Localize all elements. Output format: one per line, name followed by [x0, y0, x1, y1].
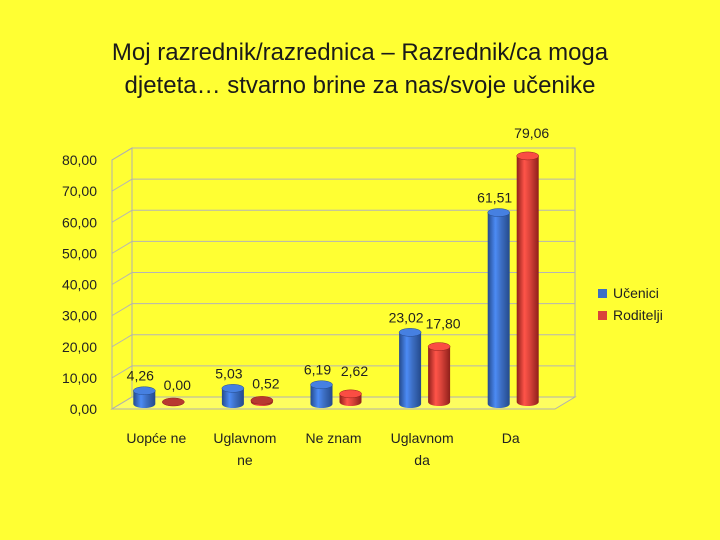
bar-top-roditelji [339, 389, 362, 399]
legend-label-roditelji: Roditelji [613, 307, 663, 323]
data-label: 61,51 [477, 190, 512, 206]
bar-top-roditelji [427, 342, 451, 351]
legend-swatch-ucenici [598, 288, 607, 298]
data-label: 17,80 [426, 316, 461, 332]
bar-ucenici [487, 212, 510, 408]
data-label: 5,03 [215, 365, 242, 381]
x-category-label: Ne znam [305, 430, 361, 446]
title-line-2: djeteta… stvarno brine za nas/svoje učen… [124, 72, 596, 99]
y-tick-label: 70,00 [62, 183, 97, 199]
legend-item-roditelji: Roditelji [598, 304, 663, 326]
bar-top-roditelji [162, 397, 185, 407]
y-tick-label: 40,00 [62, 277, 97, 293]
bar-top-ucenici [398, 328, 422, 337]
x-category-label: Da [502, 430, 520, 446]
bar-top-ucenici [310, 380, 333, 389]
gridline [111, 147, 575, 161]
chart-legend: Učenici Roditelji [598, 282, 663, 326]
data-label: 6,19 [304, 362, 331, 378]
x-category-label: Uglavnom [213, 430, 276, 446]
bar-top-roditelji [516, 151, 539, 161]
data-label: 0,52 [252, 375, 279, 391]
y-tick-label: 20,00 [62, 339, 97, 355]
x-category-label: Uopće ne [126, 430, 186, 446]
y-tick-label: 0,00 [70, 401, 97, 417]
legend-swatch-roditelji [598, 310, 607, 320]
x-category-label: Uglavnom [391, 430, 454, 446]
y-tick-label: 50,00 [62, 245, 97, 261]
legend-label-ucenici: Učenici [613, 285, 659, 301]
x-category-label: ne [237, 452, 253, 468]
data-label: 23,02 [389, 309, 424, 325]
data-label: 79,06 [514, 125, 549, 141]
slide-title: Moj razrednik/razrednica – Razrednik/ca … [0, 36, 720, 102]
title-line-1: Moj razrednik/razrednica – Razrednik/ca … [111, 39, 609, 66]
data-label: 0,00 [164, 377, 191, 393]
x-category-label: da [414, 452, 430, 468]
bar-ucenici [399, 332, 422, 408]
bar-top-ucenici [133, 386, 156, 395]
bar-top-ucenici [487, 208, 510, 217]
y-tick-label: 10,00 [62, 370, 97, 386]
y-tick-label: 30,00 [62, 308, 97, 324]
bar-top-ucenici [221, 384, 245, 393]
y-tick-label: 80,00 [62, 152, 97, 168]
y-tick-label: 60,00 [62, 214, 97, 230]
data-label: 2,62 [341, 363, 368, 379]
bar-top-roditelji [250, 396, 274, 405]
bar-roditelji [428, 346, 451, 406]
bar-ucenici [133, 390, 156, 408]
legend-item-ucenici: Učenici [598, 282, 663, 304]
data-label: 4,26 [127, 368, 154, 384]
bar-ucenici [221, 388, 244, 408]
bar-ucenici [310, 384, 333, 408]
bar-roditelji [516, 155, 539, 406]
